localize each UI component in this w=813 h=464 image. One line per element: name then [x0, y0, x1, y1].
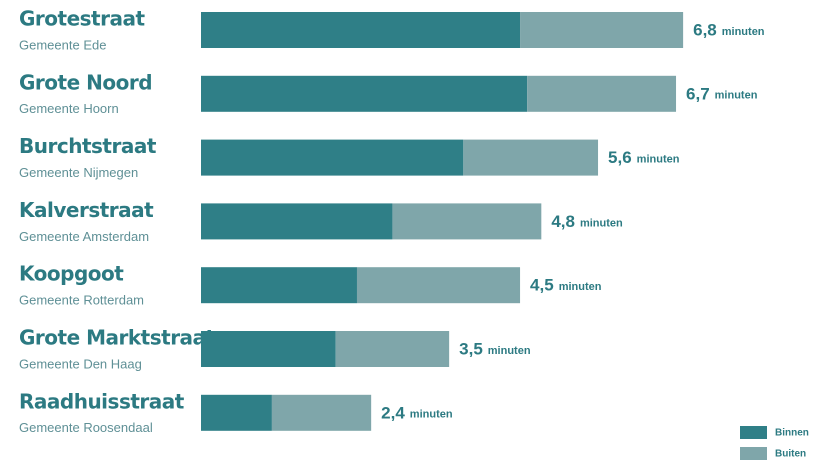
value-label: 6,8 [693, 20, 717, 39]
value-unit: minuten [580, 217, 623, 229]
value-unit: minuten [715, 90, 758, 102]
legend-label: Binnen [775, 428, 809, 439]
bar-segment [201, 267, 357, 304]
category-label: Kalverstraat [19, 198, 154, 222]
bar-segment [392, 203, 542, 240]
bar-segment [201, 394, 272, 431]
bar-segment [201, 139, 464, 176]
category-label: Grote Marktstraat [19, 326, 216, 350]
category-label: Raadhuisstraat [19, 389, 185, 413]
bar-segment [201, 12, 521, 48]
bar-segment [201, 203, 393, 240]
bar-segment [201, 75, 528, 112]
category-subtitle: Gemeente Amsterdam [19, 229, 149, 244]
category-subtitle: Gemeente Hoorn [19, 101, 119, 116]
value-label: 3,5 [459, 339, 483, 358]
value-label: 4,5 [530, 276, 554, 295]
category-subtitle: Gemeente Den Haag [19, 356, 142, 371]
value-label: 2,4 [381, 403, 405, 422]
category-subtitle: Gemeente Ede [19, 37, 106, 52]
bar-segment [527, 75, 677, 112]
bar-segment [201, 331, 336, 367]
value-unit: minuten [559, 281, 602, 293]
value-unit: minuten [722, 26, 765, 38]
value-unit: minuten [410, 409, 453, 421]
bar-segment [356, 267, 521, 304]
category-subtitle: Gemeente Rotterdam [19, 293, 144, 308]
bar-segment [335, 331, 450, 367]
value-unit: minuten [637, 154, 680, 166]
category-label: Burchtstraat [19, 134, 157, 158]
value-label: 6,7 [686, 84, 710, 103]
category-label: Grotestraat [19, 7, 145, 31]
bar-segment [520, 12, 684, 48]
legend-label: Buiten [775, 449, 806, 460]
legend-swatch [740, 447, 767, 460]
bar-segment [463, 139, 599, 176]
category-subtitle: Gemeente Roosendaal [19, 420, 153, 435]
value-unit: minuten [488, 345, 531, 357]
bar-segment [271, 394, 372, 431]
legend-swatch [740, 426, 767, 439]
category-label: Koopgoot [19, 262, 124, 286]
category-subtitle: Gemeente Nijmegen [19, 165, 138, 180]
value-label: 4,8 [551, 212, 575, 231]
value-label: 5,6 [608, 148, 632, 167]
category-label: Grote Noord [19, 70, 152, 94]
